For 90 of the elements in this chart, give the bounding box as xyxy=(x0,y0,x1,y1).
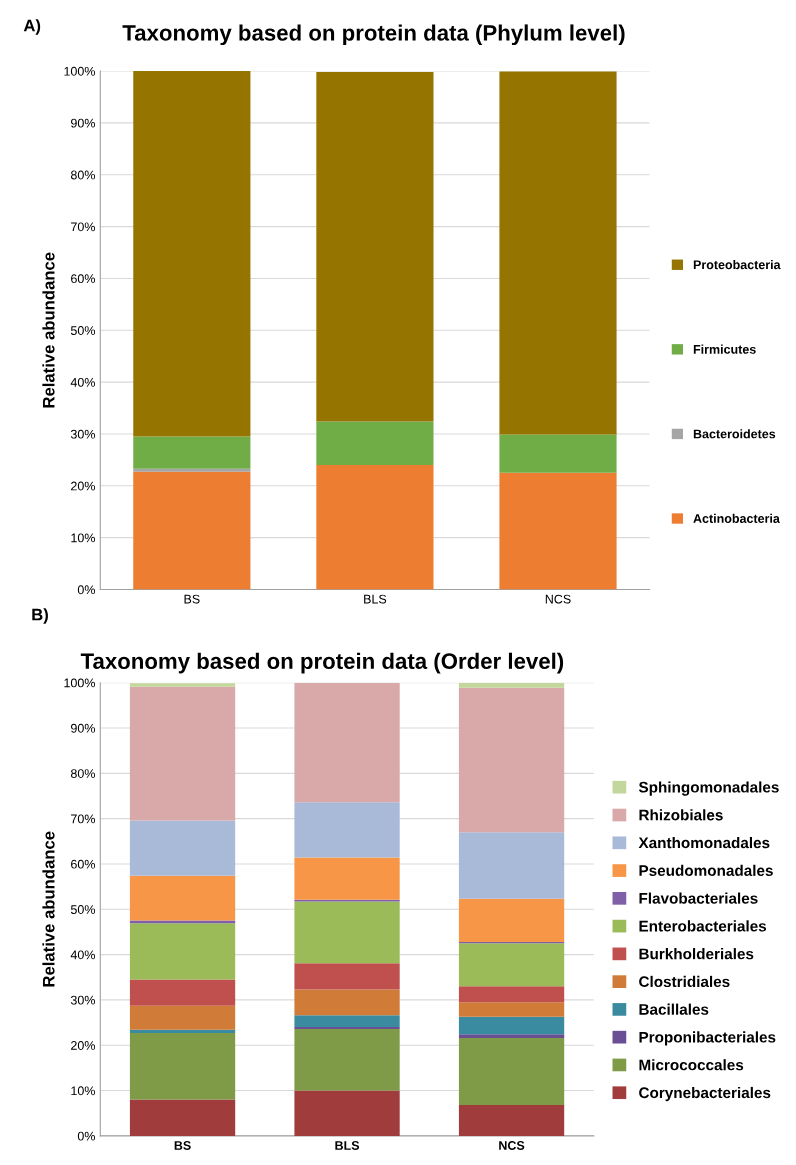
bar xyxy=(458,832,565,899)
y-tick-label: 50% xyxy=(70,905,95,914)
y-tick-label: 90% xyxy=(71,723,95,733)
y-tick-label: 0% xyxy=(77,585,95,595)
bar xyxy=(133,436,251,469)
bar xyxy=(129,820,236,876)
bar xyxy=(129,979,236,1006)
bar xyxy=(458,1034,565,1038)
bar xyxy=(294,1090,400,1136)
y-tick-label: 40% xyxy=(70,377,95,387)
legend-label: Flavobacteriales xyxy=(639,892,758,904)
y-tick-label: 40% xyxy=(70,950,95,960)
text: A) xyxy=(23,19,41,35)
legend-label: Clostridiales xyxy=(639,975,730,988)
bar xyxy=(458,1002,565,1017)
bar xyxy=(458,1016,565,1035)
bar xyxy=(316,465,434,590)
bar xyxy=(499,71,617,435)
bar xyxy=(499,434,617,473)
legend-label: Pseudomonadales xyxy=(639,864,773,876)
y-axis-title: Relative abundance xyxy=(42,252,55,408)
chart-title: Taxonomy based on protein data (Phylum level) xyxy=(122,24,625,46)
y-tick-label: 100% xyxy=(64,678,95,688)
y-tick-label: 20% xyxy=(71,1041,95,1050)
bar xyxy=(316,72,434,422)
bar xyxy=(129,686,236,821)
bar xyxy=(294,1015,400,1028)
bar xyxy=(458,898,565,942)
y-tick-label: 70% xyxy=(71,222,95,232)
y-tick-label: 20% xyxy=(71,481,95,491)
bar xyxy=(458,986,565,1003)
bar xyxy=(129,1029,236,1033)
bar xyxy=(294,1028,400,1091)
bar xyxy=(499,472,617,590)
bar xyxy=(458,1105,565,1136)
bar xyxy=(458,943,565,987)
bar xyxy=(458,687,565,833)
y-tick-label: 100% xyxy=(64,66,95,76)
legend-label: Rhizobiales xyxy=(639,809,723,821)
y-tick-label: 60% xyxy=(71,274,95,284)
y-tick-label: 70% xyxy=(71,814,95,824)
bar xyxy=(294,802,400,858)
bar xyxy=(458,682,565,688)
text: B) xyxy=(32,608,48,624)
bar xyxy=(129,923,236,980)
y-tick-label: 60% xyxy=(71,859,95,869)
bar xyxy=(133,71,251,437)
x-tick-label: NCS xyxy=(499,1141,525,1150)
bar xyxy=(458,1037,565,1106)
x-tick-label: BLS xyxy=(364,594,387,604)
y-tick-label: 0% xyxy=(77,1131,95,1141)
bar xyxy=(133,471,251,590)
bar xyxy=(294,857,400,900)
y-tick-label: 50% xyxy=(70,326,95,335)
bar xyxy=(294,989,400,1016)
y-tick-label: 10% xyxy=(71,1086,95,1096)
legend-label: Corynebacteriales xyxy=(639,1086,771,1102)
legend-label: Actinobacteria xyxy=(693,513,780,523)
bar xyxy=(294,682,400,803)
legend-label: Proteobacteria xyxy=(693,259,781,270)
bar xyxy=(129,875,236,921)
legend-label: Sphingomonadales xyxy=(638,781,779,796)
chart-title: Taxonomy based on protein data (Order level) xyxy=(80,652,564,674)
legend-label: Firmicutes xyxy=(693,344,756,354)
bar xyxy=(316,421,434,466)
bar xyxy=(294,901,400,964)
legend-label: Proponibacteriales xyxy=(639,1031,776,1046)
y-tick-label: 80% xyxy=(70,769,95,778)
legend-label: Enterobacteriales xyxy=(639,920,767,932)
legend-label: Xanthomonadales xyxy=(638,837,770,849)
legend-label: Bacillales xyxy=(639,1003,709,1015)
bar xyxy=(129,1099,236,1136)
legend-label: Burkholderiales xyxy=(639,948,754,960)
legend-label: Micrococcales xyxy=(639,1059,744,1071)
bar xyxy=(129,1033,236,1100)
x-tick-label: BLS xyxy=(335,1141,360,1150)
x-tick-label: BS xyxy=(184,594,200,604)
y-tick-label: 30% xyxy=(70,995,95,1005)
x-tick-label: BS xyxy=(174,1141,191,1150)
bar xyxy=(294,963,400,990)
bar xyxy=(129,1005,236,1030)
bar xyxy=(129,683,236,687)
x-tick-label: NCS xyxy=(545,594,571,604)
y-tick-label: 10% xyxy=(71,533,95,543)
y-tick-label: 30% xyxy=(70,429,95,439)
y-axis-title: Relative abundance xyxy=(42,831,55,987)
y-tick-label: 90% xyxy=(71,118,95,128)
legend-label: Bacteroidetes xyxy=(693,429,776,439)
y-tick-label: 80% xyxy=(70,170,95,180)
bar xyxy=(133,468,251,472)
